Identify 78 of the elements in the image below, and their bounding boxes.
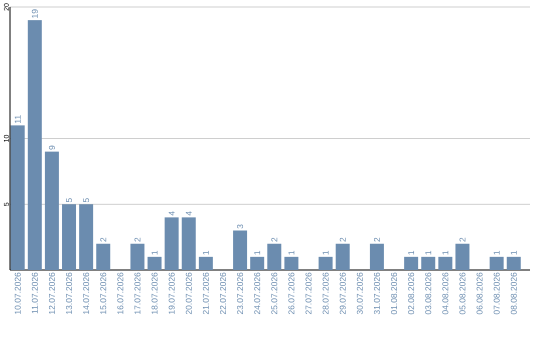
- data-label: 1: [494, 250, 500, 255]
- data-label: 5: [66, 198, 72, 202]
- bar: [370, 244, 384, 270]
- x-tick-label: 08.08.2026: [510, 272, 517, 314]
- bar: [130, 244, 144, 270]
- data-label: 2: [134, 238, 140, 242]
- bar: [438, 256, 452, 270]
- x-tick-label: 22.07.2026: [220, 272, 226, 314]
- x-tick-label: 06.08.2026: [476, 272, 483, 314]
- x-tick-label: 03.08.2026: [425, 272, 432, 314]
- x-tick-label: 29.07.2026: [340, 272, 346, 314]
- data-label: 4: [186, 211, 192, 216]
- bar: [490, 256, 504, 270]
- x-tick-label: 07.08.2026: [494, 272, 500, 314]
- data-label: 11: [14, 115, 21, 124]
- x-tick-label: 17.07.2026: [134, 272, 140, 314]
- x-tick-label: 11.07.2026: [32, 272, 38, 314]
- bar: [455, 244, 470, 270]
- bar: [79, 204, 94, 270]
- bar: [44, 152, 59, 270]
- data-label: 1: [510, 250, 517, 255]
- bar: [96, 244, 110, 270]
- x-tick-label: 24.07.2026: [254, 272, 260, 314]
- bar: [284, 256, 298, 270]
- bar: [28, 20, 42, 270]
- bar: [10, 125, 25, 270]
- x-tick-label: 30.07.2026: [356, 272, 363, 314]
- data-label: 1: [254, 250, 260, 255]
- data-label: 1: [425, 250, 432, 255]
- x-tick-label: 19.07.2026: [168, 272, 175, 314]
- x-tick-label: 26.07.2026: [288, 272, 294, 314]
- data-label: 1: [442, 250, 448, 255]
- x-tick-label: 05.08.2026: [459, 272, 466, 314]
- data-label: 2: [340, 238, 346, 242]
- data-label: 5: [83, 198, 90, 202]
- x-tick-label: 21.07.2026: [202, 272, 209, 314]
- x-tick-label: 13.07.2026: [66, 272, 72, 314]
- x-tick-label: 10.07.2026: [14, 272, 21, 314]
- data-label: 3: [237, 224, 244, 229]
- x-tick-label: 18.07.2026: [152, 272, 158, 314]
- x-tick-label: 14.07.2026: [83, 272, 90, 314]
- x-tick-label: 16.07.2026: [117, 272, 124, 314]
- data-label: 1: [408, 250, 414, 255]
- bar: [506, 256, 521, 270]
- x-tick-label: 02.08.2026: [408, 272, 414, 314]
- bar: [164, 217, 179, 270]
- x-tick-label: 25.07.2026: [271, 272, 278, 314]
- data-label: 2: [460, 238, 466, 242]
- bar: [250, 256, 264, 270]
- bar: [182, 217, 196, 270]
- x-tick-label: 15.07.2026: [100, 272, 106, 314]
- bar: [62, 204, 76, 270]
- bar: [318, 256, 333, 270]
- x-tick-label: 12.07.2026: [48, 272, 55, 314]
- data-label: 1: [202, 250, 209, 255]
- bar: [267, 244, 282, 270]
- data-label: 1: [288, 250, 294, 255]
- x-tick-label: 27.07.2026: [306, 272, 312, 314]
- x-tick-label: 04.08.2026: [442, 272, 448, 314]
- x-tick-label: 23.07.2026: [237, 272, 244, 314]
- data-label: 1: [322, 250, 329, 255]
- x-tick-label: 31.07.2026: [374, 272, 380, 314]
- data-label: 2: [100, 238, 106, 242]
- bar: [404, 256, 418, 270]
- data-label: 9: [48, 146, 55, 150]
- bar: [233, 230, 248, 270]
- bar: [336, 244, 350, 270]
- data-label: 2: [374, 238, 380, 242]
- data-label: 19: [32, 9, 38, 18]
- data-label: 4: [168, 211, 175, 216]
- x-tick-label: 20.07.2026: [186, 272, 192, 314]
- data-label: 2: [271, 238, 278, 242]
- bar: [198, 256, 213, 270]
- x-tick-label: 01.08.2026: [391, 272, 398, 314]
- data-label: 1: [152, 250, 158, 255]
- bar: [421, 256, 436, 270]
- x-tick-label: 28.07.2026: [322, 272, 329, 314]
- bar: [148, 256, 162, 270]
